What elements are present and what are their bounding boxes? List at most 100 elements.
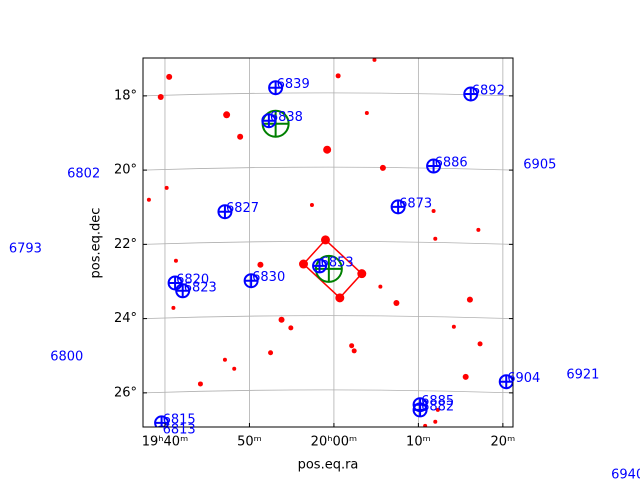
star — [299, 259, 309, 269]
star — [223, 111, 231, 119]
target — [167, 275, 183, 291]
grid-line — [143, 315, 513, 320]
star — [364, 110, 369, 115]
target-cross — [391, 200, 405, 214]
x-tick-label: 50ᵐ — [237, 435, 262, 450]
target — [426, 158, 442, 174]
target-label: 6830 — [252, 270, 285, 285]
star — [351, 348, 357, 354]
star — [378, 284, 383, 289]
star — [357, 269, 367, 279]
star — [232, 366, 237, 371]
star — [433, 236, 438, 241]
target-label: 6892 — [472, 84, 505, 99]
target-cross — [427, 159, 441, 173]
star — [335, 293, 345, 303]
star — [477, 341, 483, 347]
plot-area — [146, 58, 513, 427]
target-label: 6793 — [9, 241, 42, 256]
star — [257, 261, 264, 268]
x-tick-label: 19ʰ40ᵐ — [142, 435, 188, 450]
target-cross — [218, 205, 232, 219]
target — [243, 273, 259, 289]
grid-line — [143, 389, 513, 394]
grid — [143, 58, 513, 427]
star — [157, 93, 164, 100]
star — [164, 185, 169, 190]
star — [462, 373, 469, 380]
star — [393, 300, 400, 307]
target — [312, 258, 328, 274]
target-label: 6815 — [163, 412, 196, 427]
target — [390, 199, 406, 215]
target-label: 6838 — [270, 110, 303, 125]
target-label: 6904 — [507, 371, 540, 386]
x-axis-label: pos.eq.ra — [298, 458, 359, 473]
target-cross — [262, 114, 276, 128]
star — [288, 325, 294, 331]
star — [379, 164, 386, 171]
star — [433, 419, 438, 424]
star — [423, 423, 428, 427]
star — [323, 145, 332, 154]
target — [268, 80, 284, 96]
star — [278, 316, 285, 323]
x-tick-label: 20ʰ00ᵐ — [311, 435, 357, 450]
star — [146, 197, 151, 202]
star — [237, 133, 244, 140]
target-label: 6820 — [176, 272, 209, 287]
target — [157, 425, 167, 427]
target-label: 6940 — [611, 467, 640, 480]
y-tick-label: 26° — [114, 385, 137, 400]
star — [197, 381, 203, 387]
star — [171, 305, 176, 310]
star — [320, 235, 330, 245]
target — [261, 113, 277, 129]
x-tick-label: 20ᵐ — [491, 435, 516, 450]
target-label: 6885 — [421, 394, 454, 409]
star — [451, 324, 456, 329]
y-tick-label: 24° — [114, 311, 137, 326]
target-label: 6853 — [321, 255, 354, 270]
target — [175, 283, 191, 299]
star — [435, 407, 440, 412]
target-cross — [499, 375, 513, 389]
target — [154, 415, 170, 427]
star — [173, 258, 178, 263]
grid-line — [143, 166, 513, 171]
target-label: 6905 — [523, 157, 556, 172]
star — [335, 73, 341, 79]
y-tick-label: 20° — [114, 163, 137, 178]
star — [268, 350, 274, 356]
y-axis-label: pos.eq.dec — [89, 208, 104, 279]
target-cross — [168, 276, 182, 290]
target-cross — [464, 87, 478, 101]
target-cross — [244, 274, 258, 288]
star — [222, 357, 227, 362]
star — [476, 227, 481, 232]
target-label: 6882 — [421, 399, 454, 414]
star — [166, 73, 173, 80]
target-cross — [413, 403, 427, 417]
y-tick-label: 18° — [114, 88, 137, 103]
star — [431, 208, 436, 213]
target-label: 6886 — [435, 156, 468, 171]
target-label: 6839 — [277, 77, 310, 92]
target-label: 6813 — [163, 422, 196, 437]
star — [372, 58, 377, 62]
target-label: 6823 — [184, 280, 217, 295]
target-cross — [155, 416, 169, 427]
target-cross — [313, 259, 327, 273]
y-tick-label: 22° — [114, 237, 137, 252]
grid-line — [143, 92, 513, 97]
target — [217, 204, 233, 220]
star — [349, 343, 355, 349]
target — [412, 402, 428, 418]
target-label: 6800 — [50, 349, 83, 364]
target-label: 6827 — [226, 201, 259, 216]
star — [309, 203, 314, 208]
star — [466, 296, 473, 303]
axes-frame — [142, 57, 514, 428]
